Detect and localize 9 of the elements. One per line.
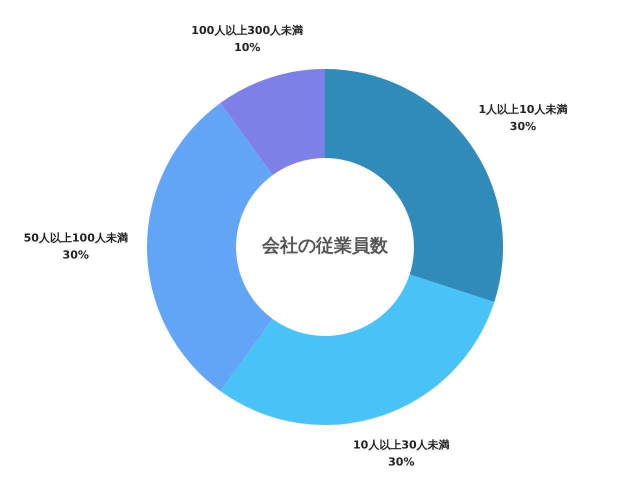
data-label: 30% (388, 456, 414, 469)
slice-label: 100人以上300人未満 (191, 24, 304, 38)
slice-label: 50人以上100人未満 (24, 231, 128, 244)
slice-label: 1人以上10人未満 (478, 103, 568, 116)
data-label: 30% (62, 248, 89, 262)
data-label: 30% (510, 120, 536, 134)
slice-label: 10人以上30人未満 (353, 438, 450, 452)
text: 会社の従業員数 (261, 236, 389, 257)
data-label: 10% (234, 41, 260, 54)
